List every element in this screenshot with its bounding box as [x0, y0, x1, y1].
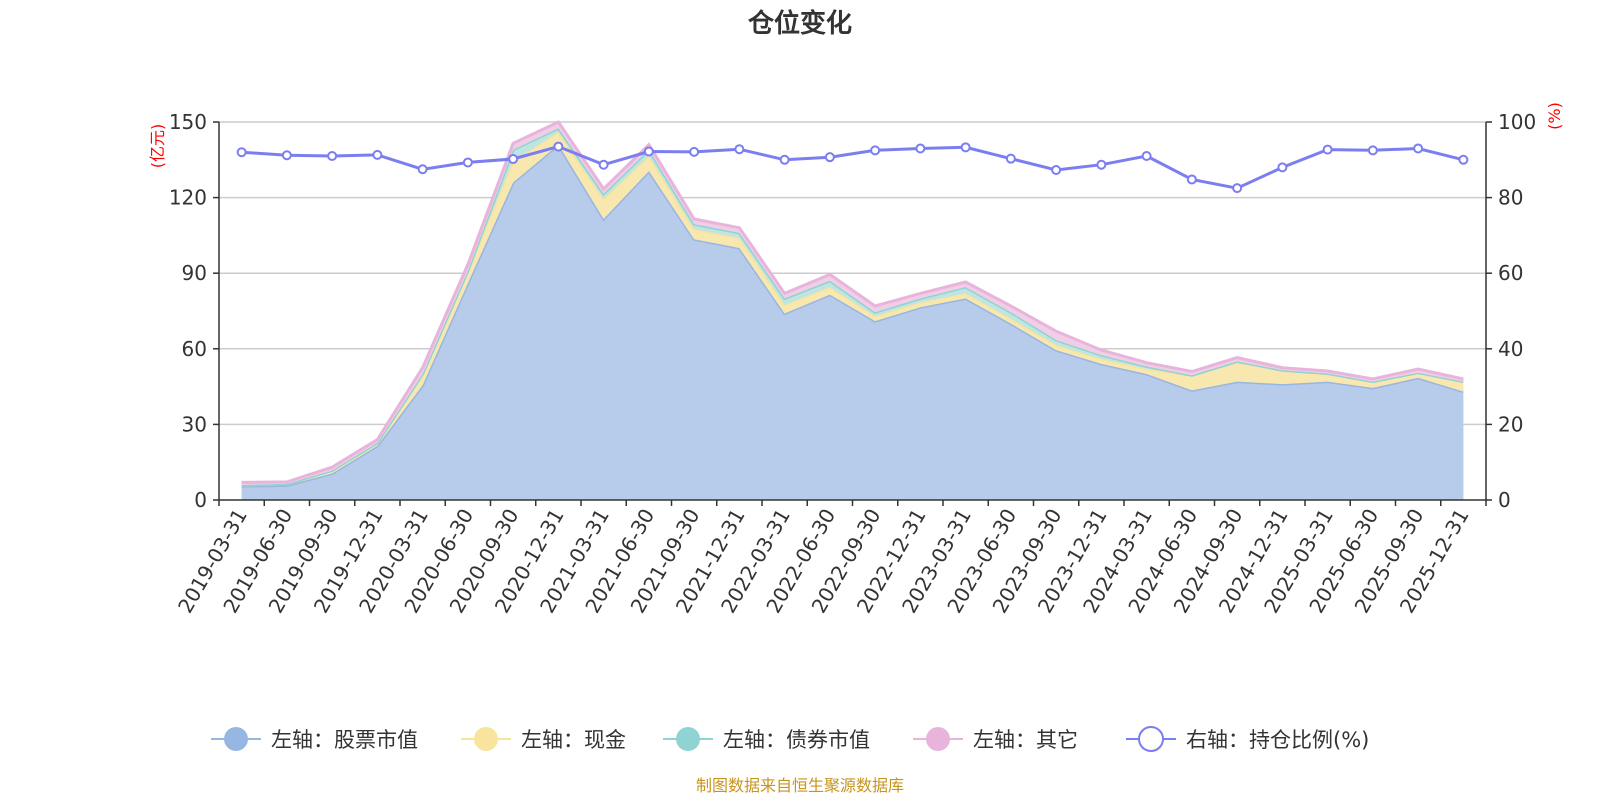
ratio-point — [236, 147, 247, 158]
area-line-左轴：其它 — [241, 120, 1464, 484]
ratio-line — [241, 145, 1464, 190]
legend-marker — [474, 727, 498, 751]
ratio-point — [824, 152, 835, 163]
ratio-point — [915, 143, 926, 154]
ratio-point — [1141, 151, 1152, 162]
ratio-point — [1458, 154, 1469, 165]
legend-marker — [1138, 726, 1164, 752]
chart-title: 仓位变化 — [747, 8, 852, 39]
ratio-series — [236, 141, 1469, 194]
ratio-point — [417, 164, 428, 175]
ratio-point — [1232, 183, 1243, 194]
ratio-point — [462, 157, 473, 168]
ratio-point — [1413, 143, 1424, 154]
left-tick-label: 90 — [182, 261, 207, 285]
legend: 左轴：股票市值 左轴：现金 左轴：债券市值 左轴：其它 右轴：持仓比例(%) — [211, 726, 1369, 752]
ratio-point — [734, 144, 745, 155]
left-tick-label: 150 — [169, 110, 207, 134]
ratio-point — [689, 146, 700, 157]
ratio-point — [1005, 153, 1016, 164]
area-series — [241, 120, 1464, 500]
right-tick-label: 0 — [1498, 488, 1511, 512]
ratio-point — [508, 154, 519, 165]
left-tick-label: 0 — [194, 488, 207, 512]
left-axis-unit: (亿元) — [148, 124, 167, 169]
ratio-point — [1322, 144, 1333, 155]
ratio-point — [1277, 162, 1288, 173]
ratio-point — [870, 145, 881, 156]
left-tick-label: 60 — [182, 337, 207, 361]
right-axis-unit: (%) — [1545, 102, 1564, 130]
right-tick-label: 100 — [1498, 110, 1536, 134]
ratio-point — [779, 154, 790, 165]
right-tick-label: 40 — [1498, 337, 1523, 361]
ratio-point — [960, 142, 971, 153]
source-note: 制图数据来自恒生聚源数据库 — [696, 776, 904, 795]
ratio-point — [1096, 159, 1107, 170]
legend-label: 左轴：现金 — [521, 728, 626, 752]
area-fill-左轴：股票市值 — [241, 144, 1464, 500]
legend-label: 左轴：其它 — [973, 728, 1078, 752]
ratio-point — [643, 146, 654, 157]
ratio-point — [372, 149, 383, 160]
left-tick-label: 120 — [169, 186, 207, 210]
ratio-point — [1367, 145, 1378, 156]
legend-marker — [224, 727, 248, 751]
ratio-point — [1186, 174, 1197, 185]
legend-label: 左轴：股票市值 — [271, 728, 418, 752]
legend-label: 右轴：持仓比例(%) — [1186, 728, 1369, 752]
right-tick-label: 80 — [1498, 186, 1523, 210]
ratio-point — [327, 151, 338, 162]
ratio-point — [598, 159, 609, 170]
ratio-point — [553, 141, 564, 152]
legend-marker — [926, 727, 950, 751]
right-tick-label: 20 — [1498, 412, 1523, 436]
ratio-point — [281, 150, 292, 161]
right-tick-label: 60 — [1498, 261, 1523, 285]
legend-label: 左轴：债券市值 — [723, 728, 870, 752]
ratio-point — [1051, 165, 1062, 176]
left-tick-label: 30 — [182, 412, 207, 436]
legend-marker — [676, 727, 700, 751]
